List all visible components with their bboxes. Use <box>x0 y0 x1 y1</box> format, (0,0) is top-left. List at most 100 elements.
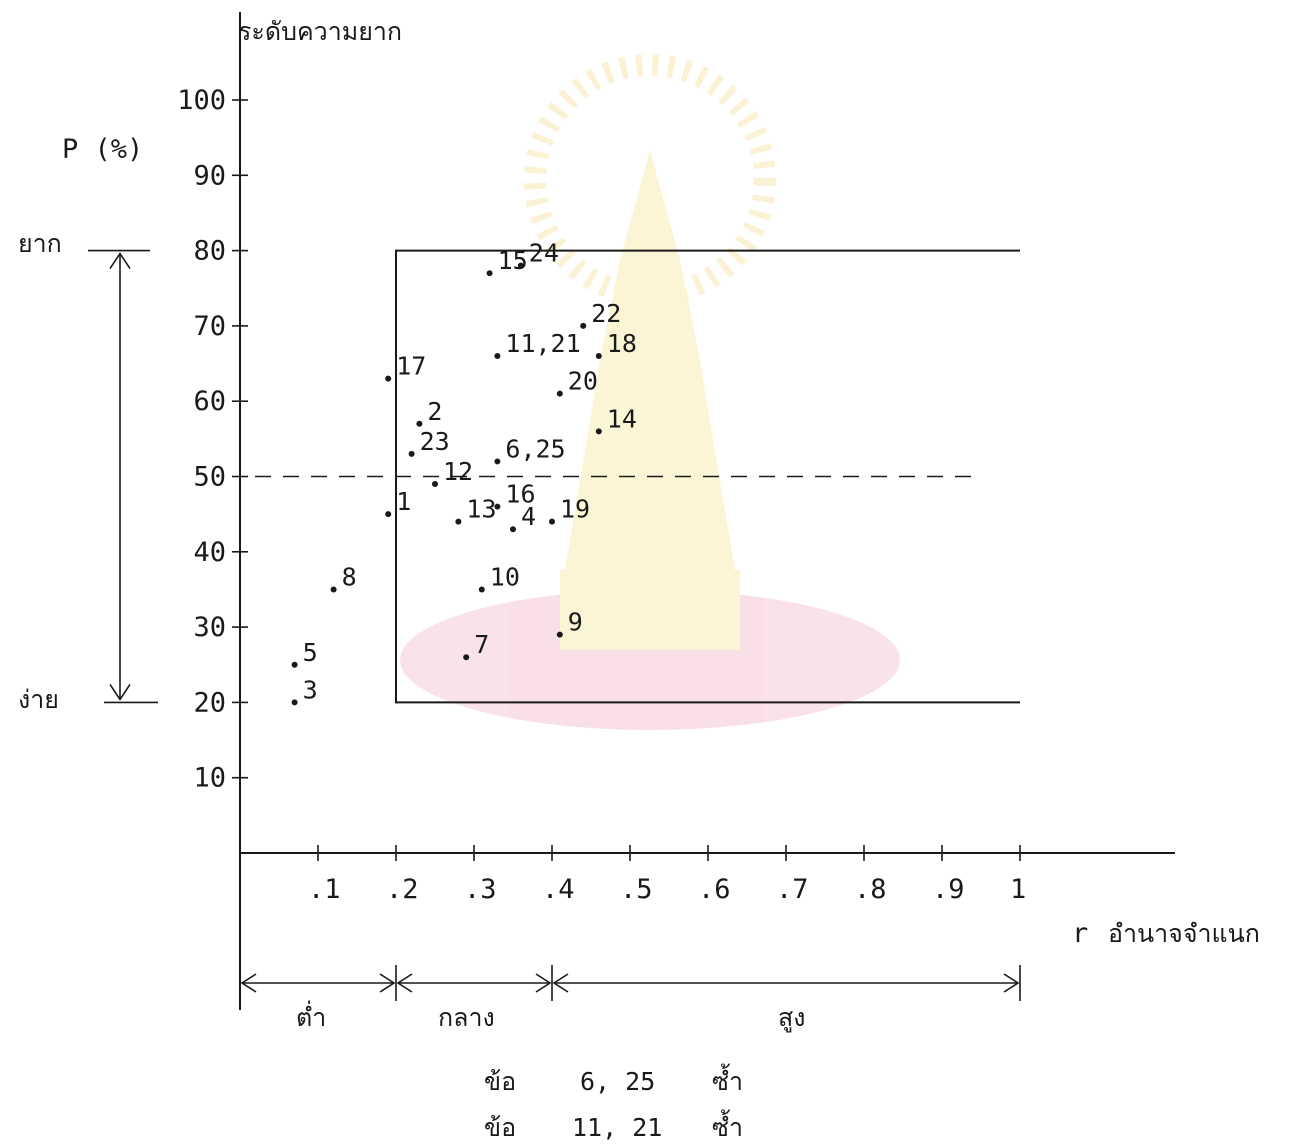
point-dot-24 <box>517 262 524 269</box>
range-arrow-left-1 <box>396 973 413 993</box>
point-dot-4 <box>510 526 516 533</box>
point-label-3: 3 <box>303 675 318 704</box>
x-tick-label-.3: .3 <box>464 874 497 905</box>
axis-ticks: 10 20 30 40 50 60 70 80 90 100 .1 .2 .3 .4 .5 .6 .7 .8 .9 1 <box>177 85 1026 905</box>
y-tick-label-60: 60 <box>193 386 226 417</box>
y-tick-label-50: 50 <box>193 462 226 493</box>
y-axis-title: ระดับความยาก <box>238 17 402 46</box>
label-easy: ง่าย <box>18 685 59 714</box>
point-9: 9 <box>556 608 583 638</box>
point-23: 23 <box>408 427 450 457</box>
point-label-2: 2 <box>427 397 442 426</box>
point-label-24: 24 <box>529 239 559 268</box>
point-label-13: 13 <box>466 495 496 524</box>
point-4: 4 <box>510 502 536 533</box>
x-tick-label-.5: .5 <box>620 874 653 905</box>
note-1-items: 6, 25 <box>580 1067 655 1096</box>
point-3: 3 <box>291 675 318 706</box>
point-label-16: 16 <box>505 480 535 509</box>
point-24: 24 <box>517 239 559 269</box>
point-dot-11,21 <box>494 353 501 360</box>
label-hard: ยาก <box>18 229 62 258</box>
point-dot-16 <box>494 503 501 510</box>
y-tick-label-70: 70 <box>193 311 226 342</box>
point-dot-8 <box>330 586 337 593</box>
point-dot-5 <box>291 661 298 668</box>
point-label-15: 15 <box>498 246 528 275</box>
range-arrow-left-0 <box>240 973 257 993</box>
range-arrow-right-1 <box>535 973 552 993</box>
point-5: 5 <box>291 638 318 668</box>
point-label-1: 1 <box>396 487 411 516</box>
x-tick-label-.9: .9 <box>932 874 965 905</box>
x-tick-label-.8: .8 <box>854 874 887 905</box>
point-15: 15 <box>486 246 528 277</box>
watermark-seal <box>400 54 900 730</box>
x-axis-title: อำนาจจำแนก <box>1108 919 1260 948</box>
x-axis-label: r <box>1072 918 1088 949</box>
point-11,21: 11,21 <box>494 329 581 360</box>
point-dot-14 <box>595 428 602 435</box>
data-points: 123456,257891011,21121314151617181920222… <box>291 239 637 706</box>
point-dot-3 <box>291 699 298 706</box>
point-label-18: 18 <box>607 329 637 358</box>
note-1-suffix: ซ้ำ <box>712 1063 743 1096</box>
difficulty-arrow-head-down <box>109 683 131 701</box>
point-label-17: 17 <box>396 352 426 381</box>
point-dot-18 <box>595 353 602 360</box>
y-tick-label-10: 10 <box>193 763 226 794</box>
range-label-mid: กลาง <box>438 1003 495 1032</box>
point-20: 20 <box>556 367 598 397</box>
point-dot-9 <box>556 631 563 638</box>
point-dot-19 <box>549 518 555 525</box>
x-tick-label-.2: .2 <box>386 874 419 905</box>
point-14: 14 <box>595 404 637 435</box>
x-tick-label-1: 1 <box>1010 874 1026 905</box>
point-12: 12 <box>432 457 473 488</box>
point-19: 19 <box>549 495 590 525</box>
point-label-11,21: 11,21 <box>505 329 580 358</box>
point-dot-10 <box>478 586 485 593</box>
note-1: ข้อ 6, 25 ซ้ำ <box>484 1063 743 1096</box>
point-22: 22 <box>580 299 621 329</box>
point-label-8: 8 <box>342 562 357 591</box>
point-dot-20 <box>556 390 563 397</box>
y-tick-label-40: 40 <box>193 537 226 568</box>
note-2-suffix: ซ้ำ <box>712 1109 743 1142</box>
point-label-22: 22 <box>591 299 621 328</box>
note-1-prefix: ข้อ <box>484 1067 516 1096</box>
point-label-7: 7 <box>474 630 489 659</box>
point-dot-23 <box>408 450 415 457</box>
point-2: 2 <box>416 397 442 427</box>
point-dot-1 <box>385 511 392 518</box>
point-label-20: 20 <box>568 367 598 396</box>
point-6,25: 6,25 <box>494 434 566 465</box>
point-16: 16 <box>494 480 536 510</box>
x-tick-label-.1: .1 <box>308 874 341 905</box>
note-2-prefix: ข้อ <box>484 1113 516 1142</box>
point-label-4: 4 <box>521 502 536 531</box>
range-markers <box>88 249 1021 1001</box>
point-label-23: 23 <box>420 427 450 456</box>
point-dot-6,25 <box>494 458 501 465</box>
point-17: 17 <box>385 352 426 382</box>
point-7: 7 <box>463 630 489 661</box>
range-arrow-left-2 <box>552 973 569 993</box>
point-1: 1 <box>385 487 411 518</box>
range-arrow-right-2 <box>1003 973 1020 993</box>
point-dot-12 <box>432 481 438 488</box>
point-dot-7 <box>463 654 470 661</box>
point-label-9: 9 <box>568 608 583 637</box>
note-2-items: 11, 21 <box>572 1113 662 1142</box>
point-10: 10 <box>478 562 520 593</box>
range-arrow-right-0 <box>379 973 396 993</box>
difficulty-arrow-head-up <box>109 252 131 270</box>
point-dot-13 <box>455 518 462 525</box>
range-label-low: ต่ำ <box>296 1000 326 1032</box>
point-dot-22 <box>580 322 587 329</box>
y-tick-label-90: 90 <box>193 160 226 191</box>
y-tick-label-30: 30 <box>193 612 226 643</box>
range-label-high: สูง <box>778 1003 805 1033</box>
x-tick-label-.6: .6 <box>698 874 731 905</box>
